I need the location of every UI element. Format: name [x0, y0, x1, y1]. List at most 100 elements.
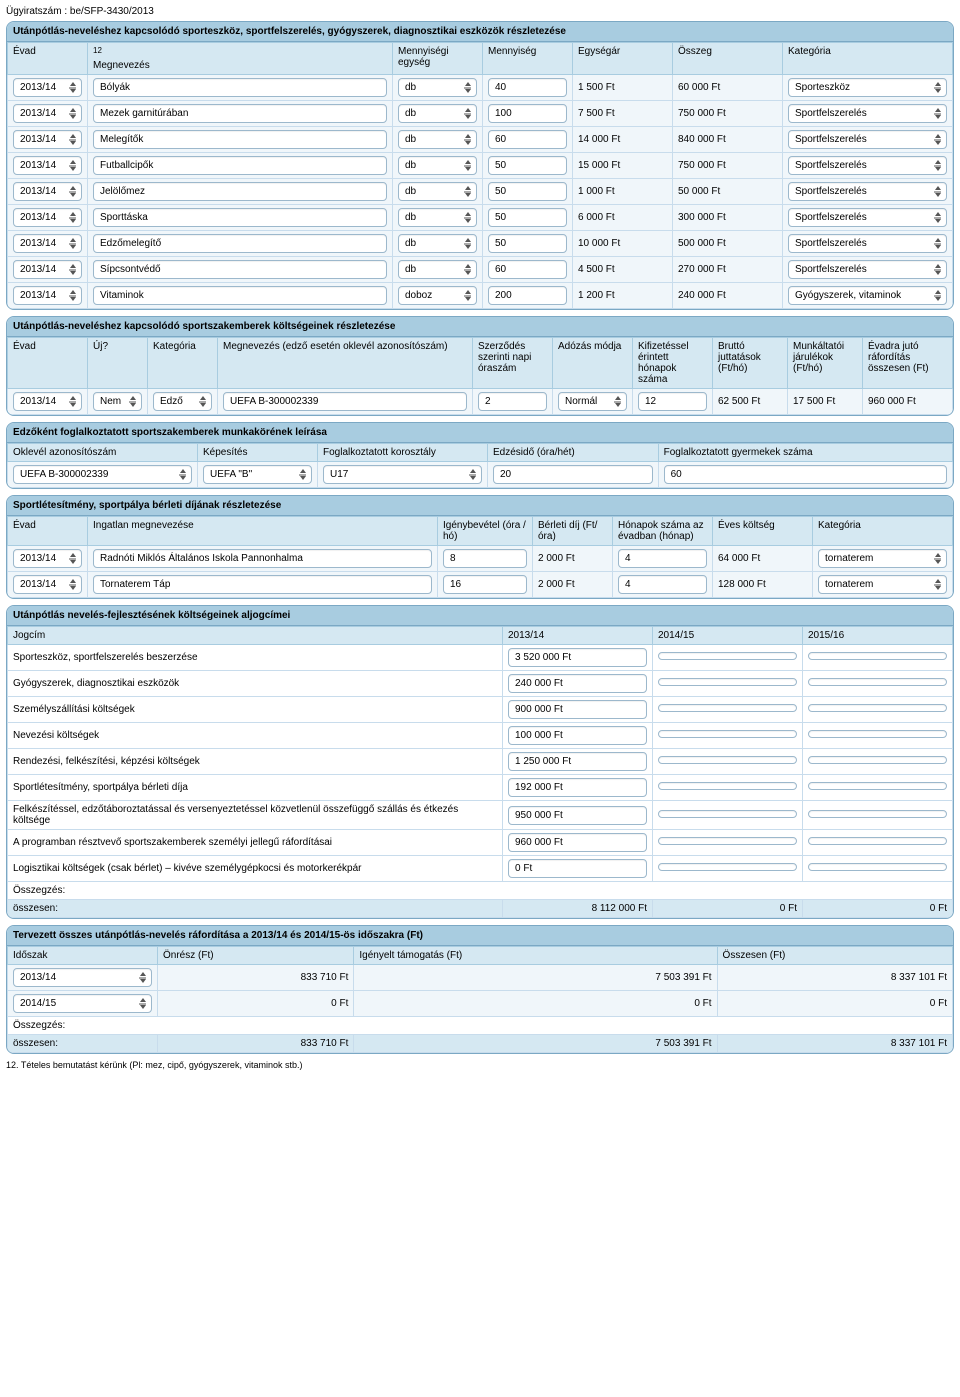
sum-cell: 240 000 Ft: [673, 283, 783, 309]
staff-uj[interactable]: Nem: [93, 392, 142, 411]
price-cell: 7 500 Ft: [573, 101, 673, 127]
c-c: [803, 645, 953, 671]
jogcim: Gyógyszerek, diagnosztikai eszközök: [8, 671, 503, 697]
fac-kat[interactable]: tornaterem: [818, 549, 947, 568]
planned-title: Tervezett összes utánpótlás-nevelés ráfo…: [7, 926, 953, 946]
fac-ora[interactable]: 8: [443, 549, 527, 568]
name-input[interactable]: Futballcipők: [93, 156, 387, 175]
qty-input[interactable]: 100: [488, 104, 567, 123]
qty-input[interactable]: 40: [488, 78, 567, 97]
fac-ho[interactable]: 4: [618, 549, 707, 568]
fac-evad[interactable]: 2013/14: [13, 549, 82, 568]
name-input[interactable]: Jelölőmez: [93, 182, 387, 201]
qty-input[interactable]: 50: [488, 208, 567, 227]
evad-select[interactable]: 2013/14: [13, 182, 82, 201]
pl-ido[interactable]: 2014/15: [13, 994, 152, 1013]
qty-input[interactable]: 50: [488, 234, 567, 253]
coach-id[interactable]: UEFA B-300002339: [13, 465, 192, 484]
p2: Igényelt támogatás (Ft): [354, 947, 717, 965]
jogcim: Sportlétesítmény, sportpálya bérleti díj…: [8, 775, 503, 801]
name-input[interactable]: Vitaminok: [93, 286, 387, 305]
fac-evad[interactable]: 2013/14: [13, 575, 82, 594]
c-a: 960 000 Ft: [503, 830, 653, 856]
staff-ora[interactable]: 2: [478, 392, 547, 411]
c-a: 950 000 Ft: [503, 801, 653, 830]
unit-select[interactable]: db: [398, 78, 477, 97]
cat-select[interactable]: Gyógyszerek, vitaminok: [788, 286, 947, 305]
name-input[interactable]: Edzőmelegítő: [93, 234, 387, 253]
evad-select[interactable]: 2013/14: [13, 260, 82, 279]
cat-select[interactable]: Sportfelszerelés: [788, 182, 947, 201]
evad-select[interactable]: 2013/14: [13, 156, 82, 175]
c-a: 900 000 Ft: [503, 697, 653, 723]
name-input[interactable]: Melegítők: [93, 130, 387, 149]
cat-select[interactable]: Sportfelszerelés: [788, 130, 947, 149]
cat-select[interactable]: Sportfelszerelés: [788, 260, 947, 279]
name-input[interactable]: Bólyák: [93, 78, 387, 97]
fac-name[interactable]: Radnóti Miklós Általános Iskola Pannonha…: [93, 549, 432, 568]
footnote: 12. Tételes bemutatást kérünk (Pl: mez, …: [6, 1060, 954, 1070]
c-a: 3 520 000 Ft: [503, 645, 653, 671]
costs-total-a: 8 112 000 Ft: [503, 900, 653, 918]
qty-input[interactable]: 60: [488, 260, 567, 279]
qty-input[interactable]: 50: [488, 156, 567, 175]
qty-input[interactable]: 60: [488, 130, 567, 149]
c-c: [803, 697, 953, 723]
cat-select[interactable]: Sportfelszerelés: [788, 234, 947, 253]
col-qty: Mennyiség: [483, 43, 573, 75]
coach-ido[interactable]: 20: [493, 465, 653, 484]
unit-select[interactable]: db: [398, 234, 477, 253]
c-c: [803, 830, 953, 856]
table-row: 2013/14Futballcipőkdb5015 000 Ft750 000 …: [8, 153, 953, 179]
fac-ora[interactable]: 16: [443, 575, 527, 594]
evad-select[interactable]: 2013/14: [13, 104, 82, 123]
fac-name[interactable]: Tornaterem Táp: [93, 575, 432, 594]
staff-meg[interactable]: UEFA B-300002339: [223, 392, 467, 411]
coach-gyerek[interactable]: 60: [664, 465, 947, 484]
price-cell: 10 000 Ft: [573, 231, 673, 257]
unit-select[interactable]: db: [398, 156, 477, 175]
evad-select[interactable]: 2013/14: [13, 78, 82, 97]
col-unit: Mennyiségi egység: [393, 43, 483, 75]
pl-ido[interactable]: 2013/14: [13, 968, 152, 987]
unit-select[interactable]: doboz: [398, 286, 477, 305]
f4: Hónapok száma az évadban (hónap): [613, 517, 713, 546]
col-megnevezes: 12Megnevezés: [88, 43, 393, 75]
staff-honap[interactable]: 12: [638, 392, 707, 411]
unit-select[interactable]: db: [398, 104, 477, 123]
unit-select[interactable]: db: [398, 182, 477, 201]
staff-adozas[interactable]: Normál: [558, 392, 627, 411]
name-input[interactable]: Mezek garnitúrában: [93, 104, 387, 123]
staff-kat[interactable]: Edző: [153, 392, 212, 411]
evad-select[interactable]: 2013/14: [13, 286, 82, 305]
unit-select[interactable]: db: [398, 130, 477, 149]
cat-select[interactable]: Sportfelszerelés: [788, 156, 947, 175]
staff-jar: 17 500 Ft: [788, 389, 863, 415]
table-row: Gyógyszerek, diagnosztikai eszközök240 0…: [8, 671, 953, 697]
cat-select[interactable]: Sporteszköz: [788, 78, 947, 97]
qty-input[interactable]: 200: [488, 286, 567, 305]
evad-select[interactable]: 2013/14: [13, 234, 82, 253]
unit-select[interactable]: db: [398, 260, 477, 279]
evad-select[interactable]: 2013/14: [13, 130, 82, 149]
name-input[interactable]: Sporttáska: [93, 208, 387, 227]
fac-ho[interactable]: 4: [618, 575, 707, 594]
c-c: [803, 671, 953, 697]
name-input[interactable]: Sípcsontvédő: [93, 260, 387, 279]
cat-select[interactable]: Sportfelszerelés: [788, 104, 947, 123]
coach-kep[interactable]: UEFA "B": [203, 465, 312, 484]
planned-sum-label: Összegzés:: [8, 1017, 953, 1035]
staff-evad[interactable]: 2013/14: [13, 392, 82, 411]
evad-select[interactable]: 2013/14: [13, 208, 82, 227]
qty-input[interactable]: 50: [488, 182, 567, 201]
coach-kor[interactable]: U17: [323, 465, 482, 484]
pl-ig: 0 Ft: [354, 991, 717, 1017]
col-evad: Évad: [8, 43, 88, 75]
f3: Bérleti díj (Ft/óra): [533, 517, 613, 546]
cat-select[interactable]: Sportfelszerelés: [788, 208, 947, 227]
unit-select[interactable]: db: [398, 208, 477, 227]
f0: Évad: [8, 517, 88, 546]
fac-kat[interactable]: tornaterem: [818, 575, 947, 594]
h7: Bruttó juttatások (Ft/hó): [713, 338, 788, 389]
planned-total-on: 833 710 Ft: [158, 1035, 354, 1053]
